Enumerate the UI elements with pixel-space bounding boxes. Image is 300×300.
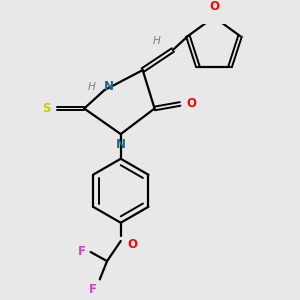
Text: O: O	[127, 238, 137, 251]
Text: N: N	[116, 138, 126, 151]
Text: F: F	[89, 283, 97, 296]
Text: S: S	[42, 102, 50, 115]
Text: N: N	[103, 80, 113, 93]
Text: H: H	[152, 36, 160, 46]
Text: O: O	[187, 97, 196, 110]
Text: H: H	[87, 82, 95, 92]
Text: O: O	[209, 0, 219, 13]
Text: F: F	[78, 244, 86, 258]
